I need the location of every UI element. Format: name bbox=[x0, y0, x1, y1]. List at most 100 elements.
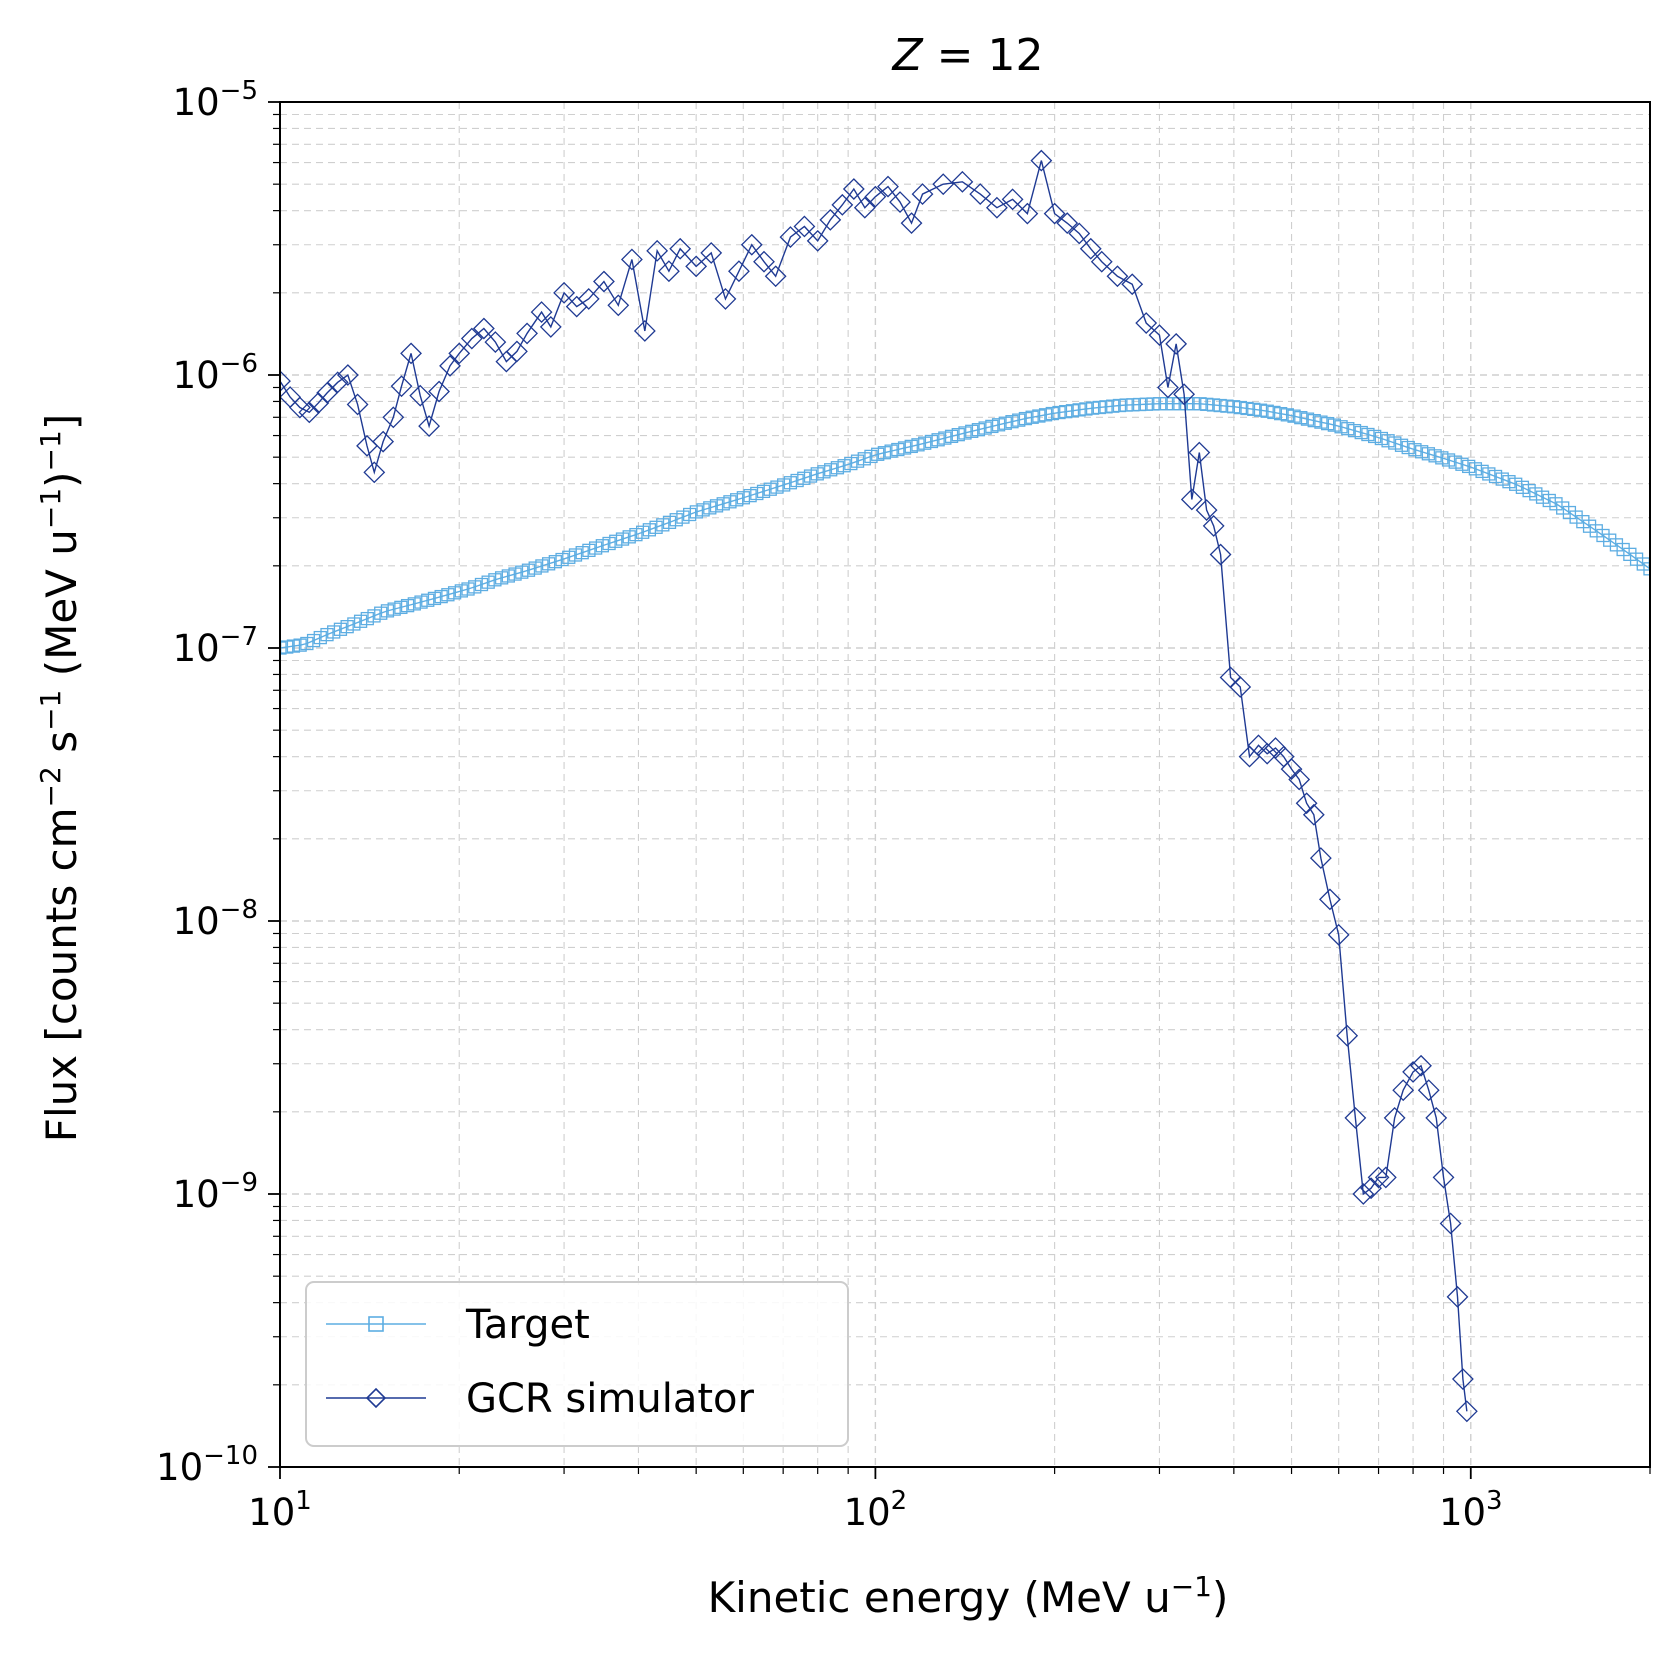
data-point-target bbox=[1515, 480, 1530, 494]
data-point-target bbox=[1482, 467, 1496, 481]
data-point-target bbox=[568, 548, 583, 562]
data-point-gcr bbox=[1106, 265, 1129, 288]
data-point-target bbox=[1314, 415, 1328, 429]
data-point-target bbox=[1361, 427, 1375, 442]
data-point-gcr bbox=[382, 406, 405, 429]
data-point-target bbox=[1045, 406, 1059, 421]
data-point-gcr bbox=[806, 229, 829, 252]
data-point-gcr bbox=[1367, 1166, 1390, 1189]
data-point-target bbox=[1186, 397, 1200, 411]
data-point-target bbox=[730, 493, 744, 507]
data-point-target bbox=[1562, 505, 1577, 520]
y-axis-label-exp-3: −1 bbox=[34, 488, 67, 529]
data-point-gcr bbox=[1068, 222, 1091, 245]
data-point-target bbox=[716, 497, 730, 511]
data-point-gcr bbox=[1402, 1061, 1424, 1083]
y-axis-label-end: ] bbox=[37, 414, 86, 430]
y-axis-label-exp-2: −1 bbox=[34, 690, 67, 731]
data-point-target bbox=[743, 488, 757, 503]
legend: Target GCR simulator bbox=[305, 1281, 849, 1447]
data-point-target bbox=[1623, 547, 1637, 561]
data-point-target bbox=[286, 639, 301, 653]
data-point-target bbox=[924, 434, 939, 449]
data-point-target bbox=[1079, 402, 1093, 416]
data-point-target bbox=[978, 421, 992, 435]
data-point-target bbox=[494, 571, 509, 585]
data-point-gcr bbox=[1410, 1054, 1432, 1077]
data-point-gcr bbox=[428, 380, 450, 403]
legend-marker-gcr bbox=[365, 1387, 387, 1409]
data-point-target bbox=[683, 507, 697, 522]
data-point-target bbox=[1320, 416, 1335, 431]
data-point-gcr bbox=[985, 196, 1008, 219]
title-value: = 12 bbox=[923, 30, 1044, 81]
data-point-target bbox=[421, 593, 435, 607]
chart-title: Z = 12 bbox=[892, 30, 1044, 81]
data-point-target bbox=[1139, 397, 1153, 411]
data-point-target bbox=[857, 452, 871, 466]
data-point-gcr bbox=[1165, 332, 1188, 355]
data-point-gcr bbox=[779, 226, 802, 249]
data-point-target bbox=[1347, 423, 1362, 438]
data-point-gcr bbox=[506, 340, 528, 363]
data-point-target bbox=[447, 586, 462, 600]
data-point-gcr bbox=[400, 342, 422, 365]
data-point-target bbox=[676, 510, 690, 524]
data-point-target bbox=[1012, 413, 1026, 427]
data-point-gcr bbox=[1016, 202, 1039, 225]
data-point-target bbox=[1428, 449, 1442, 463]
data-point-target bbox=[615, 532, 630, 546]
data-point-target bbox=[884, 444, 898, 458]
data-point-target bbox=[1179, 397, 1194, 411]
data-point-target bbox=[340, 620, 354, 634]
data-point-gcr bbox=[298, 401, 321, 424]
data-point-gcr bbox=[1344, 1106, 1367, 1129]
data-point-target bbox=[1153, 397, 1167, 411]
data-point-target bbox=[891, 442, 905, 457]
data-point-target bbox=[1569, 510, 1583, 524]
data-point-target bbox=[1435, 451, 1449, 465]
data-point-target bbox=[1206, 398, 1221, 412]
data-point-gcr bbox=[346, 393, 369, 416]
data-point-target bbox=[629, 527, 643, 542]
data-point-gcr bbox=[1302, 803, 1325, 826]
data-point-gcr bbox=[646, 239, 669, 262]
data-point-target bbox=[1408, 443, 1422, 457]
data-point-target bbox=[1327, 418, 1342, 432]
data-point-target bbox=[1267, 405, 1281, 420]
data-point-target bbox=[736, 491, 751, 505]
data-point-target bbox=[400, 598, 415, 613]
data-point-target bbox=[797, 471, 811, 485]
data-point-gcr bbox=[326, 371, 349, 394]
data-point-target bbox=[656, 518, 670, 532]
data-point-target bbox=[575, 546, 589, 560]
data-point-target bbox=[803, 469, 818, 483]
data-point-target bbox=[662, 515, 677, 530]
data-point-target bbox=[1166, 397, 1180, 411]
data-point-target bbox=[1200, 397, 1214, 412]
data-point-target bbox=[1421, 447, 1436, 461]
data-point-gcr bbox=[1256, 742, 1279, 765]
data-point-gcr bbox=[831, 193, 854, 216]
data-point-target bbox=[1260, 404, 1274, 418]
data-point-gcr bbox=[620, 248, 643, 271]
data-point-target bbox=[844, 456, 858, 471]
data-point-target bbox=[1226, 400, 1241, 414]
data-point-gcr bbox=[1157, 376, 1179, 399]
data-point-gcr bbox=[363, 461, 386, 484]
data-point-gcr bbox=[951, 170, 974, 193]
data-point-target bbox=[998, 416, 1012, 430]
data-point-target bbox=[582, 543, 596, 558]
data-point-target bbox=[911, 438, 925, 452]
legend-box bbox=[305, 1281, 849, 1447]
data-point-gcr bbox=[1030, 149, 1053, 172]
data-point-target bbox=[454, 584, 468, 598]
data-point-gcr bbox=[1392, 1079, 1415, 1102]
data-point-target bbox=[1294, 411, 1308, 425]
data-point-target bbox=[871, 447, 885, 461]
data-point-gcr bbox=[1288, 768, 1311, 791]
data-point-target bbox=[635, 525, 650, 539]
data-point-target bbox=[427, 591, 442, 606]
data-point-target bbox=[1394, 438, 1409, 452]
data-point-target bbox=[1374, 431, 1389, 446]
